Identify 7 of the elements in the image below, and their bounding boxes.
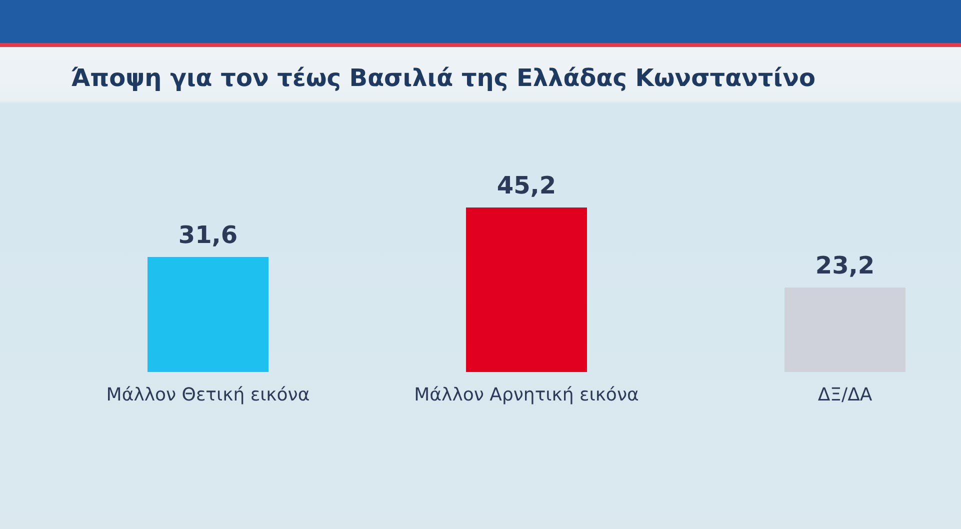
x-tick-label: ΔΞ/ΔΑ — [818, 384, 873, 406]
data-label: 31,6 — [178, 220, 238, 249]
data-label: 23,2 — [815, 252, 875, 280]
x-tick-label: Μάλλον Αρνητική εικόνα — [414, 384, 639, 406]
data-label: 45,2 — [496, 171, 556, 200]
chart-title: Άποψη για τον τέως Βασιλιά της Ελλάδας Κωνσταντίνο — [71, 64, 816, 92]
x-tick-label: Μάλλον Θετική εικόνα — [106, 384, 310, 406]
